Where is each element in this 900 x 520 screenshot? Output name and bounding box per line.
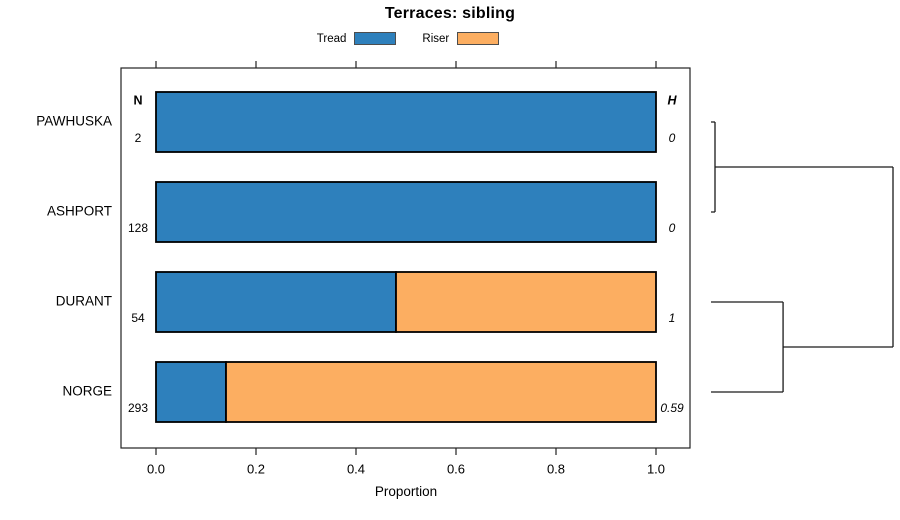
- h-value: 0: [669, 131, 676, 145]
- h-value: 1: [669, 311, 676, 325]
- x-tick-label: 0.8: [547, 461, 565, 476]
- bar-segment-riser-durant: [395, 271, 657, 333]
- n-value: 293: [128, 401, 148, 415]
- bar-segment-tread-norge: [155, 361, 227, 423]
- dendrogram-link: [715, 166, 894, 348]
- x-tick-label: 0.6: [447, 461, 465, 476]
- legend: Tread Riser: [0, 32, 816, 45]
- dendrogram-link: [711, 301, 784, 393]
- legend-swatch-riser: [457, 32, 500, 45]
- n-value: 54: [131, 311, 145, 325]
- h-value: 0.59: [660, 401, 684, 415]
- legend-label: Riser: [422, 32, 450, 45]
- bar-segment-tread-pawhuska: [155, 91, 657, 153]
- x-axis-label: Proportion: [374, 484, 438, 499]
- category-label: NORGE: [62, 384, 112, 399]
- bar-segment-riser-norge: [225, 361, 657, 423]
- bar-segment-tread-ashport: [155, 181, 657, 243]
- n-column-header: N: [133, 93, 142, 107]
- legend-swatch-tread: [354, 32, 397, 45]
- n-value: 2: [135, 131, 142, 145]
- x-tick-label: 1.0: [647, 461, 665, 476]
- category-label: DURANT: [56, 294, 112, 309]
- x-tick-label: 0.2: [247, 461, 265, 476]
- x-tick-label: 0.4: [347, 461, 365, 476]
- bar-segment-tread-durant: [155, 271, 397, 333]
- legend-item-tread: Tread: [317, 32, 397, 45]
- category-label: PAWHUSKA: [36, 114, 112, 129]
- category-label: ASHPORT: [47, 204, 112, 219]
- legend-item-riser: Riser: [422, 32, 500, 45]
- dendrogram-link: [711, 121, 716, 213]
- n-value: 128: [128, 221, 148, 235]
- x-tick-label: 0.0: [147, 461, 165, 476]
- h-column-header: H: [667, 93, 677, 107]
- chart-title: Terraces: sibling: [384, 5, 516, 22]
- h-value: 0: [669, 221, 676, 235]
- legend-label: Tread: [316, 32, 347, 45]
